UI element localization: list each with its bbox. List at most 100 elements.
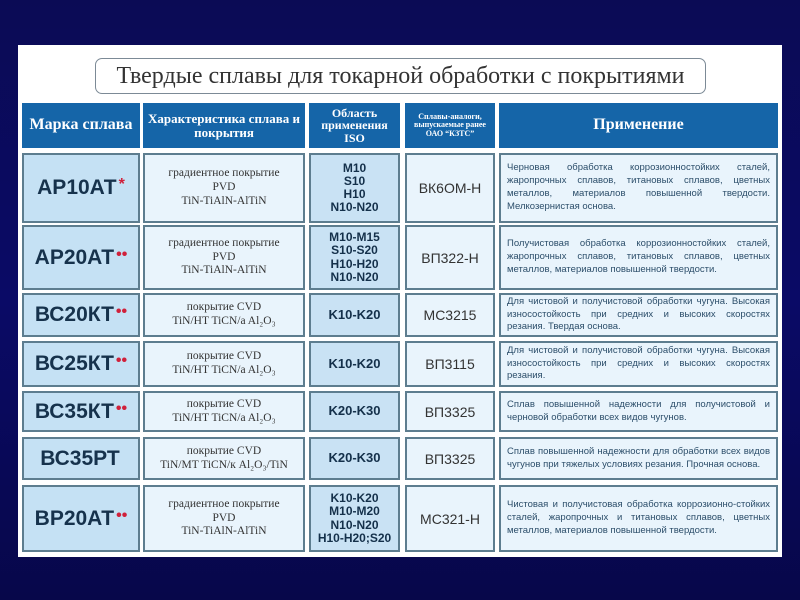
analog-alloy: ВП3325 <box>424 450 476 467</box>
slide-title: Твердые сплавы для токарной обработки с … <box>95 58 706 94</box>
coating-line: покрытие CVD <box>186 397 262 410</box>
iso-cell: K10-K20 <box>309 293 400 337</box>
coating-line: TiN-TiAlN-AlTiN <box>181 525 267 538</box>
coating-cell: градиентное покрытие PVD TiN-TiAlN-AlTiN <box>143 153 305 223</box>
application-text: Сплав повышенной надежности для получист… <box>507 398 770 423</box>
alloy-grade: ВС35КТ <box>34 399 114 423</box>
coating-line: TiN/HT TiCN/a Al₂O₃ <box>172 364 276 376</box>
application-text: Получистовая обработка коррозионностойки… <box>507 238 770 275</box>
header-0: Марка сплава <box>22 103 140 148</box>
coating-line: градиентное покрытие <box>168 167 280 180</box>
iso-code: H10-H20 <box>330 256 379 271</box>
iso-code: K20-K30 <box>328 450 381 466</box>
coating-line: PVD <box>212 250 236 263</box>
iso-cell: M10-M15 S10-S20 H10-H20 N10-N20 <box>309 225 400 290</box>
alloy-grade: ВР20АТ <box>34 506 115 530</box>
header-2: Область применения ISO <box>309 103 400 148</box>
coating-line: покрытие CVD <box>186 301 262 314</box>
coating-line: PVD <box>212 181 236 194</box>
footnote-marker: •• <box>115 303 128 320</box>
coating-cell: градиентное покрытие PVD TiN-TiAlN-AlTiN <box>143 225 305 290</box>
analog-cell: ВП3115 <box>405 341 495 387</box>
grade-cell: ВС35КТ •• <box>22 391 140 432</box>
application-cell: Для чистовой и получистовой обработки чу… <box>499 341 778 387</box>
grade-cell: ВС20КТ •• <box>22 293 140 337</box>
analog-cell: ВП322-Н <box>405 225 495 290</box>
application-cell: Получистовая обработка коррозионностойки… <box>499 225 778 290</box>
iso-code: M10 <box>342 160 367 175</box>
coating-cell: градиентное покрытие PVD TiN-TiAlN-AlTiN <box>143 485 305 552</box>
application-cell: Черновая обработка коррозионностойких ст… <box>499 153 778 223</box>
application-text: Чистовая и получистовая обработка корроз… <box>507 499 770 536</box>
column-header: Область применения ISO <box>321 105 388 145</box>
footnote-marker: •• <box>116 245 128 263</box>
alloy-grade: АР20АТ <box>34 245 115 269</box>
coating-line: TiN/HT TiCN/a Al₂O₃ <box>172 411 276 424</box>
application-cell: Сплав повышенной надежности для обработк… <box>499 437 778 480</box>
coating-line: TiN-TiAlN-AlTiN <box>181 194 267 207</box>
iso-code: H10-H20;S20 <box>317 530 392 545</box>
iso-code: H10 <box>343 187 366 201</box>
grade-cell: АР10АТ * <box>22 153 140 223</box>
iso-code: S10 <box>343 173 366 188</box>
column-header: Применение <box>593 116 684 134</box>
iso-code: K20-K30 <box>328 403 381 419</box>
coating-line: PVD <box>212 511 236 524</box>
coating-cell: покрытие CVD TiN/HT TiCN/a Al₂O₃ <box>143 341 305 387</box>
coating-cell: покрытие CVD TiN/HT TiCN/a Al₂O₃ <box>143 391 305 432</box>
iso-cell: K10-K20 M10-M20 N10-N20 H10-H20;S20 <box>309 485 400 552</box>
analog-cell: МС3215 <box>405 293 495 337</box>
coating-line: покрытие CVD <box>186 444 262 457</box>
coating-line: TiN/HT TiCN/a Al₂O₃ <box>172 315 276 327</box>
application-cell: Для чистовой и получистовой обработки чу… <box>499 293 778 337</box>
analog-cell: ВП3325 <box>405 437 495 480</box>
footnote-marker: * <box>118 176 125 193</box>
header-3: Сплавы-аналоги, выпускаемые ранее ОАО “К… <box>405 103 495 148</box>
application-text: Черновая обработка коррозионностойких ст… <box>507 162 770 212</box>
footnote-marker: •• <box>116 506 128 524</box>
iso-code: N10-N20 <box>330 269 379 284</box>
iso-cell: M10 S10 H10 N10-N20 <box>309 153 400 223</box>
header-4: Применение <box>499 103 778 148</box>
column-header: Характеристика сплава и покрытия <box>148 110 300 140</box>
analog-cell: МС321-Н <box>405 485 495 552</box>
analog-alloy: ВП3115 <box>425 356 475 372</box>
coating-cell: покрытие CVD TiN/HT TiCN/a Al₂O₃ <box>143 293 305 337</box>
analog-cell: ВК6ОМ-Н <box>405 153 495 223</box>
iso-code: K10-K20 <box>328 355 381 371</box>
iso-code: M10-M15 <box>329 230 380 245</box>
coating-line: градиентное покрытие <box>168 497 280 510</box>
iso-code: K10-K20 <box>330 491 379 506</box>
application-cell: Чистовая и получистовая обработка корроз… <box>499 485 778 552</box>
application-text: Для чистовой и получистовой обработки чу… <box>507 344 770 382</box>
analog-alloy: МС321-Н <box>420 510 480 527</box>
iso-cell: K10-K20 <box>309 341 400 387</box>
header-1: Характеристика сплава и покрытия <box>143 103 305 148</box>
grade-cell: ВС25КТ •• <box>22 341 140 387</box>
footnote-marker: •• <box>115 399 128 417</box>
iso-code: S10-S20 <box>331 243 378 258</box>
alloy-grade: ВС25КТ <box>34 352 114 375</box>
iso-code: N10-N20 <box>330 200 379 215</box>
coating-cell: покрытие CVD TiN/MT TiCN/к Al₂O₃/TiN <box>143 437 305 480</box>
iso-code: M10-M20 <box>329 504 380 519</box>
column-header: Марка сплава <box>29 116 133 134</box>
column-header: Сплавы-аналоги, выпускаемые ранее ОАО “К… <box>414 111 486 138</box>
coating-line: покрытие CVD <box>186 350 262 363</box>
coating-line: градиентное покрытие <box>168 236 280 249</box>
footnote-marker: •• <box>115 352 128 369</box>
grade-cell: ВС35РТ <box>22 437 140 480</box>
analog-cell: ВП3325 <box>405 391 495 432</box>
grade-cell: АР20АТ •• <box>22 225 140 290</box>
coating-line: TiN-TiAlN-AlTiN <box>181 264 267 277</box>
analog-alloy: ВК6ОМ-Н <box>418 180 482 196</box>
alloy-grade: ВС35РТ <box>40 446 120 470</box>
alloy-grade: АР10АТ <box>37 176 117 199</box>
iso-cell: K20-K30 <box>309 437 400 480</box>
application-text: Сплав повышенной надежности для обработк… <box>507 445 770 470</box>
coating-line: TiN/MT TiCN/к Al₂O₃/TiN <box>160 458 288 471</box>
iso-code: N10-N20 <box>330 517 379 532</box>
iso-code: K10-K20 <box>328 306 381 322</box>
grade-cell: ВР20АТ •• <box>22 485 140 552</box>
analog-alloy: ВП3325 <box>424 403 476 420</box>
